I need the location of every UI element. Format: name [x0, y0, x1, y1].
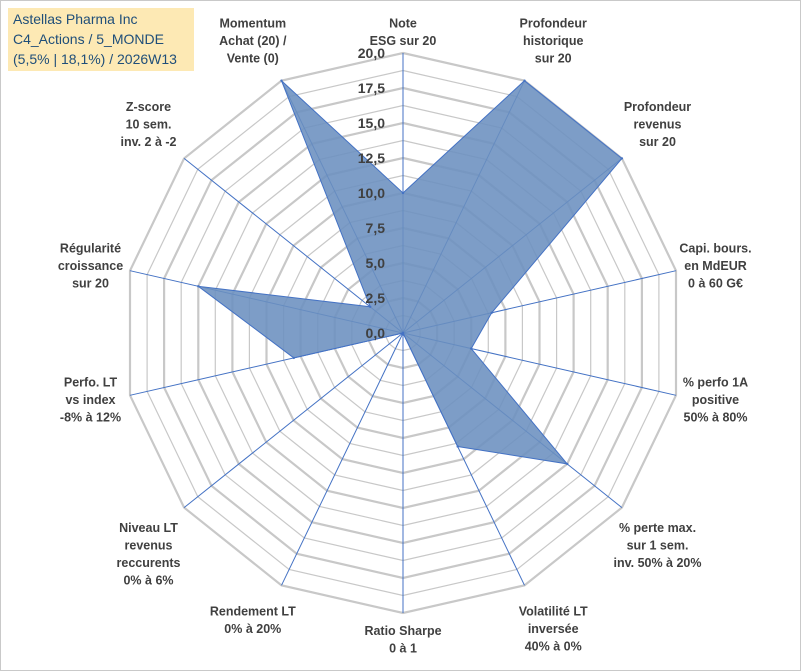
- axis-label: Perfo. LT vs index -8% à 12%: [60, 375, 121, 424]
- data-point: [401, 331, 405, 335]
- axis-label-line: Niveau LT: [119, 521, 178, 535]
- tick-label: 17,5: [358, 80, 385, 96]
- axis-label-line: revenus: [634, 118, 682, 132]
- axis-label-line: Volatilité LT: [519, 604, 588, 618]
- title-stats: (5,5% | 18,1%) / 2026W13: [13, 51, 177, 67]
- data-point: [369, 305, 372, 308]
- tick-label: 0,0: [366, 325, 386, 341]
- axis-label: % perfo 1A positive 50% à 80%: [683, 375, 748, 424]
- radar-series: [196, 79, 624, 466]
- axis-spoke: [183, 332, 404, 508]
- data-point: [470, 347, 473, 350]
- axis-label-line: Rendement LT: [210, 604, 296, 618]
- axis-label-line: historique: [523, 34, 583, 48]
- axis-label-line: Z-score: [126, 100, 171, 114]
- axis-label-line: vs index: [65, 393, 115, 407]
- axis-label: Niveau LT revenus reccurents 0% à 6%: [117, 521, 181, 588]
- tick-label: 20,0: [358, 45, 385, 61]
- axis-label-line: Achat (20) /: [219, 34, 287, 48]
- axis-label-line: Régularité: [60, 242, 121, 256]
- data-point: [280, 79, 283, 82]
- axis-label-line: 0% à 6%: [123, 574, 173, 588]
- data-point: [523, 79, 526, 82]
- data-point: [197, 285, 200, 288]
- axis-spoke: [183, 158, 404, 334]
- axis-label-line: Note: [389, 17, 417, 31]
- data-point: [620, 157, 624, 160]
- axis-label-line: Momentum: [219, 17, 286, 31]
- axis-label: Profondeur historique sur 20: [520, 17, 587, 66]
- axis-label: Régularité croissance sur 20: [58, 242, 123, 291]
- axis-label-line: % perte max.: [619, 521, 696, 535]
- axis-label-line: % perfo 1A: [683, 375, 748, 389]
- axis-label-line: inv. 2 à -2: [120, 135, 176, 149]
- axis-label: Profondeur revenus sur 20: [624, 100, 691, 149]
- axis-label: % perte max. sur 1 sem. inv. 50% à 20%: [613, 521, 701, 570]
- tick-label: 10,0: [358, 185, 385, 201]
- radar-axis-labels: Note ESG sur 20 Profondeur historique sur 20…: [58, 17, 752, 656]
- data-point: [490, 311, 493, 314]
- tick-label: 5,0: [366, 255, 386, 271]
- axis-label-line: sur 20: [535, 52, 572, 66]
- axis-label-line: Ratio Sharpe: [364, 624, 441, 638]
- axis-label-line: positive: [692, 393, 739, 407]
- data-point: [456, 445, 459, 448]
- axis-label-line: Profondeur: [624, 100, 691, 114]
- axis-label-line: croissance: [58, 259, 123, 273]
- axis-label-line: sur 20: [639, 135, 676, 149]
- axis-label-line: 10 sem.: [126, 118, 172, 132]
- axis-label-line: 0% à 20%: [224, 622, 281, 636]
- axis-label-line: ESG sur 20: [370, 34, 437, 48]
- data-point: [292, 356, 295, 360]
- axis-label-line: 0 à 60 G€: [688, 277, 743, 291]
- axis-label-line: Capi. bours.: [679, 242, 751, 256]
- tick-label: 15,0: [358, 115, 385, 131]
- axis-label-line: en MdEUR: [684, 259, 747, 273]
- axis-label-line: 50% à 80%: [684, 410, 748, 424]
- tick-label: 12,5: [358, 150, 385, 166]
- axis-label-line: 0 à 1: [389, 642, 417, 656]
- axis-label: Note ESG sur 20: [370, 17, 437, 49]
- tick-label: 2,5: [366, 290, 386, 306]
- axis-label-line: 40% à 0%: [525, 639, 582, 653]
- axis-label-line: Perfo. LT: [64, 375, 118, 389]
- data-point: [566, 462, 569, 466]
- radar-tick-labels: 0,0 2,5 5,0 7,5 10,0 12,5 15,0 17,5 20,0: [358, 45, 385, 341]
- axis-label: Momentum Achat (20) / Vente (0): [219, 17, 287, 66]
- axis-label-line: -8% à 12%: [60, 410, 121, 424]
- axis-label-line: inv. 50% à 20%: [613, 556, 701, 570]
- axis-label-line: Vente (0): [227, 52, 279, 66]
- axis-spoke: [281, 332, 404, 586]
- axis-label-line: reccurents: [117, 556, 181, 570]
- title-company: Astellas Pharma Inc: [13, 11, 138, 27]
- axis-label: Capi. bours. en MdEUR 0 à 60 G€: [679, 242, 751, 291]
- axis-label-line: Profondeur: [520, 17, 587, 31]
- axis-label: Z-score 10 sem. inv. 2 à -2: [120, 100, 176, 149]
- axis-label-line: sur 20: [72, 277, 109, 291]
- axis-label-line: inversée: [528, 622, 579, 636]
- axis-label-line: sur 1 sem.: [627, 539, 689, 553]
- title-portfolio: C4_Actions / 5_MONDE: [13, 31, 164, 47]
- axis-label: Volatilité LT inversée 40% à 0%: [519, 604, 588, 653]
- axis-label: Rendement LT 0% à 20%: [210, 604, 296, 636]
- tick-label: 7,5: [366, 220, 386, 236]
- axis-label: Ratio Sharpe 0 à 1: [364, 624, 441, 656]
- data-point: [401, 191, 405, 195]
- chart-title-box: Astellas Pharma Inc C4_Actions / 5_MONDE…: [8, 8, 194, 71]
- axis-label-line: revenus: [125, 539, 173, 553]
